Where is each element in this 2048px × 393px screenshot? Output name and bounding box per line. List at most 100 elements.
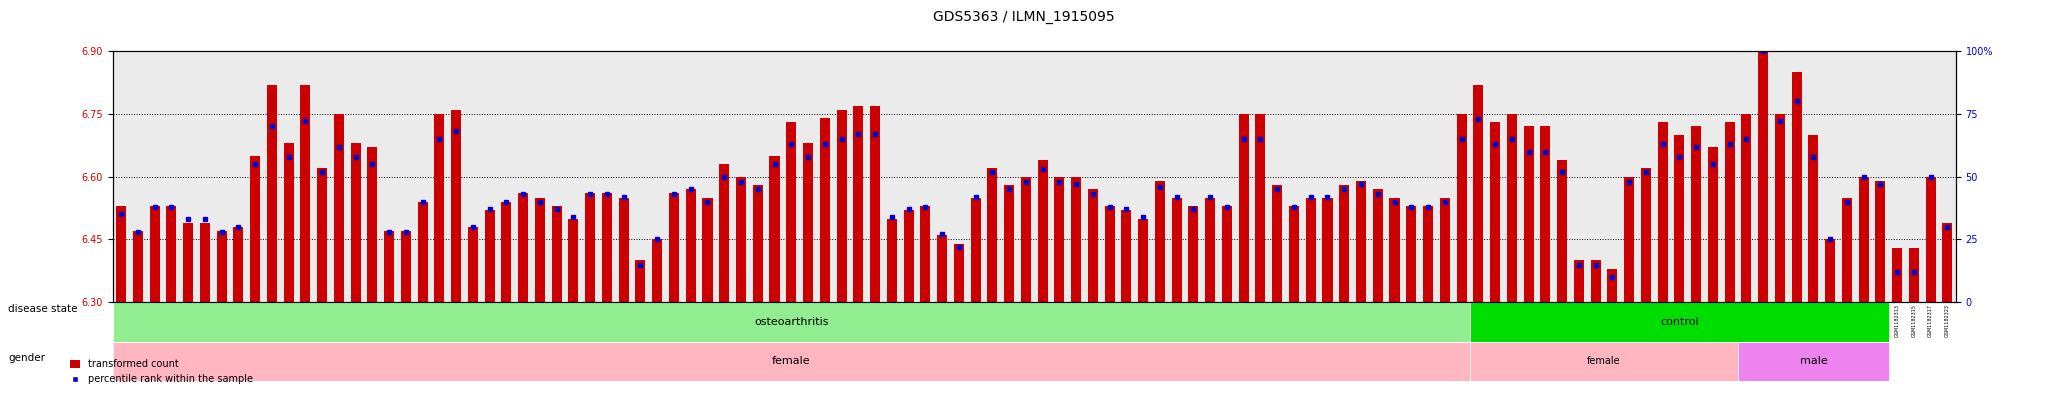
- Bar: [1171, 198, 1182, 302]
- Bar: [938, 235, 946, 302]
- Text: gender: gender: [8, 353, 45, 363]
- Bar: [166, 206, 176, 302]
- Bar: [1624, 177, 1634, 302]
- Bar: [1087, 189, 1098, 302]
- Bar: [920, 206, 930, 302]
- Text: osteoarthritis: osteoarthritis: [754, 317, 829, 327]
- Bar: [485, 210, 496, 302]
- Bar: [1372, 189, 1382, 302]
- Bar: [702, 198, 713, 302]
- Text: control: control: [1661, 317, 1698, 327]
- Bar: [1204, 198, 1214, 302]
- Bar: [1540, 127, 1550, 302]
- Bar: [1020, 177, 1030, 302]
- Bar: [1792, 72, 1802, 302]
- Bar: [1825, 239, 1835, 302]
- Bar: [1339, 185, 1350, 302]
- Bar: [113, 302, 1470, 342]
- Bar: [1155, 181, 1165, 302]
- Bar: [819, 118, 829, 302]
- Bar: [1389, 198, 1399, 302]
- Text: female: female: [1587, 356, 1620, 367]
- Bar: [670, 193, 680, 302]
- Bar: [1692, 127, 1702, 302]
- Bar: [602, 193, 612, 302]
- Bar: [467, 227, 477, 302]
- Bar: [418, 202, 428, 302]
- Bar: [317, 168, 328, 302]
- Bar: [870, 105, 881, 302]
- Bar: [1860, 177, 1868, 302]
- Bar: [1038, 160, 1049, 302]
- Bar: [1925, 177, 1935, 302]
- Bar: [854, 105, 864, 302]
- Bar: [1739, 342, 1888, 381]
- Bar: [754, 185, 762, 302]
- Bar: [1876, 181, 1886, 302]
- Bar: [1675, 135, 1683, 302]
- Bar: [1776, 114, 1786, 302]
- Bar: [535, 198, 545, 302]
- Bar: [1909, 248, 1919, 302]
- Bar: [786, 122, 797, 302]
- Text: disease state: disease state: [8, 303, 78, 314]
- Bar: [836, 110, 846, 302]
- Bar: [903, 210, 913, 302]
- Legend: transformed count, percentile rank within the sample: transformed count, percentile rank withi…: [66, 356, 256, 388]
- Text: male: male: [1800, 356, 1827, 367]
- Bar: [1470, 342, 1739, 381]
- Bar: [502, 202, 512, 302]
- Bar: [1139, 219, 1149, 302]
- Bar: [113, 342, 1470, 381]
- Bar: [1507, 114, 1518, 302]
- Bar: [1288, 206, 1298, 302]
- Bar: [1239, 114, 1249, 302]
- Bar: [971, 198, 981, 302]
- Bar: [301, 84, 311, 302]
- Bar: [133, 231, 143, 302]
- Bar: [1470, 302, 1888, 342]
- Bar: [1272, 185, 1282, 302]
- Bar: [150, 206, 160, 302]
- Bar: [334, 114, 344, 302]
- Bar: [1640, 168, 1651, 302]
- Bar: [618, 198, 629, 302]
- Bar: [987, 168, 997, 302]
- Bar: [367, 147, 377, 302]
- Bar: [1608, 269, 1618, 302]
- Bar: [887, 219, 897, 302]
- Bar: [651, 239, 662, 302]
- Bar: [1657, 122, 1667, 302]
- Bar: [451, 110, 461, 302]
- Bar: [1556, 160, 1567, 302]
- Bar: [1188, 206, 1198, 302]
- Bar: [283, 143, 293, 302]
- Bar: [182, 223, 193, 302]
- Bar: [1456, 114, 1466, 302]
- Bar: [719, 164, 729, 302]
- Bar: [1104, 206, 1114, 302]
- Bar: [1356, 181, 1366, 302]
- Bar: [1255, 114, 1266, 302]
- Bar: [551, 206, 561, 302]
- Bar: [233, 227, 244, 302]
- Bar: [686, 189, 696, 302]
- Bar: [770, 156, 780, 302]
- Bar: [1708, 147, 1718, 302]
- Bar: [1055, 177, 1065, 302]
- Bar: [385, 231, 393, 302]
- Bar: [1473, 84, 1483, 302]
- Bar: [518, 193, 528, 302]
- Bar: [201, 223, 209, 302]
- Bar: [1223, 206, 1233, 302]
- Bar: [1440, 198, 1450, 302]
- Bar: [1942, 223, 1952, 302]
- Bar: [1741, 114, 1751, 302]
- Bar: [1591, 261, 1602, 302]
- Bar: [350, 143, 360, 302]
- Bar: [569, 219, 578, 302]
- Bar: [434, 114, 444, 302]
- Bar: [735, 177, 745, 302]
- Bar: [401, 231, 412, 302]
- Bar: [586, 193, 596, 302]
